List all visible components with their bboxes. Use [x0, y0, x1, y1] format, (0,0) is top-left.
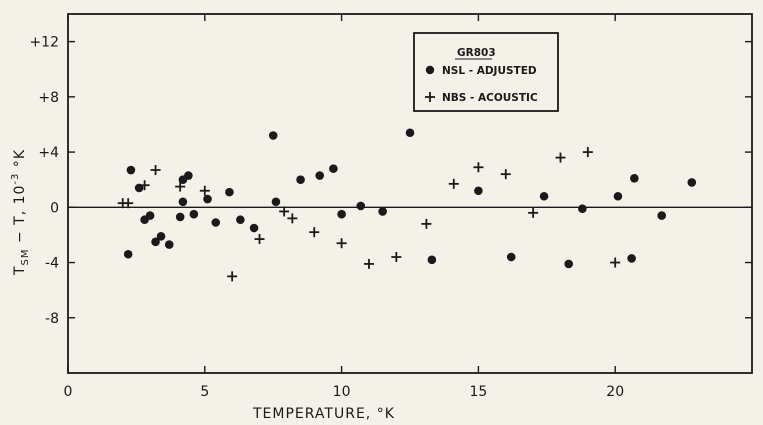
nbs-acoustic-point [528, 207, 539, 218]
nbs-acoustic-point [287, 213, 298, 224]
nsl-adjusted-point [427, 255, 437, 265]
nsl-adjusted-point [378, 207, 387, 216]
legend-entry-nbs: NBS - ACOUSTIC [442, 92, 538, 104]
svg-text:TSM − T, 10-3 °K: TSM − T, 10-3 °K [10, 149, 31, 276]
nsl-adjusted-point [271, 197, 281, 207]
nsl-adjusted-point [184, 171, 193, 180]
y-axis-ticks: +12 +8 +4 0 -4 -8 [29, 35, 752, 327]
nbs-acoustic-point [363, 258, 374, 269]
nbs-acoustic-point [421, 218, 432, 229]
nsl-adjusted-point [203, 194, 212, 204]
legend-circle-marker [425, 65, 435, 75]
x-tick-label: 5 [200, 384, 209, 400]
y-axis-title-unit: °K [12, 149, 28, 173]
nsl-adjusted-point [178, 197, 188, 207]
nsl-adjusted-point [539, 191, 549, 201]
nbs-acoustic-point [175, 181, 186, 192]
nsl-adjusted-point [630, 174, 639, 183]
legend-entry-nsl: NSL - ADJUSTED [442, 65, 537, 77]
nsl-adjusted-point [356, 201, 366, 211]
nbs-acoustic-point [279, 206, 290, 217]
nsl-adjusted-point [613, 191, 623, 201]
nbs-acoustic-point [555, 152, 566, 163]
nbs-acoustic-point [473, 162, 484, 173]
nbs-acoustic-point [227, 271, 238, 282]
nbs-acoustic-point [254, 234, 265, 245]
nbs-acoustic-point [500, 169, 511, 180]
x-axis-ticks: 0 5 10 15 20 [64, 14, 624, 400]
nsl-adjusted-point [337, 209, 346, 219]
nsl-adjusted-point [211, 218, 221, 227]
nbs-acoustic-point [391, 252, 402, 263]
x-tick-label: 20 [606, 384, 624, 400]
nsl-adjusted-point [329, 164, 338, 173]
y-tick-label: -8 [45, 311, 59, 327]
legend-title: GR803 [457, 47, 496, 59]
nsl-adjusted-point [687, 178, 697, 187]
legend: GR803 NSL - ADJUSTED NBS - ACOUSTIC [413, 32, 559, 112]
nbs-acoustic-point [139, 180, 150, 191]
nbs-acoustic-point [610, 257, 621, 268]
y-tick-label: 0 [50, 200, 59, 216]
nsl-adjusted-point [268, 131, 278, 140]
nsl-adjusted-point [225, 187, 234, 197]
nbs-acoustic-point [199, 185, 210, 196]
nbs-acoustic-point [123, 198, 134, 209]
nsl-adjusted-point [506, 252, 516, 262]
nbs-acoustic-point [448, 178, 459, 189]
nsl-adjusted-point [474, 186, 483, 196]
y-tick-label: +12 [29, 35, 59, 51]
nsl-adjusted-point [164, 240, 174, 249]
nsl-adjusted-point [296, 175, 305, 184]
plot-frame [67, 13, 753, 374]
nsl-adjusted-point [657, 211, 667, 220]
y-axis-title-rest: − T, 10 [12, 185, 28, 249]
x-tick-label: 15 [469, 384, 487, 400]
y-tick-label: +8 [38, 90, 59, 106]
nsl-adjusted-point [126, 165, 136, 175]
nsl-adjusted-point [578, 204, 587, 213]
nsl-adjusted-point [627, 254, 636, 263]
y-tick-label: -4 [45, 256, 59, 272]
x-tick-label: 0 [64, 384, 73, 400]
y-axis-title: TSM − T, 10-3 °K [10, 149, 31, 276]
y-axis-title-sub: SM [20, 248, 31, 265]
nbs-acoustic-point [336, 238, 347, 249]
legend-box [413, 32, 559, 112]
nbs-acoustic-point [309, 227, 320, 238]
nsl-adjusted-point [123, 249, 133, 259]
nsl-adjusted-point [189, 209, 199, 219]
x-tick-label: 10 [333, 384, 351, 400]
y-axis-title-exp: -3 [10, 173, 21, 185]
nsl-adjusted-point [156, 232, 166, 241]
plot-border [67, 13, 753, 374]
nsl-adjusted-point [151, 237, 160, 247]
nsl-adjusted-point [175, 212, 185, 222]
y-axis-title-t: T [12, 265, 28, 276]
nsl-adjusted-point [405, 128, 415, 138]
nsl-adjusted-point [315, 171, 325, 180]
data-points [117, 128, 697, 282]
nbs-acoustic-point [582, 147, 593, 158]
nsl-adjusted-point [145, 211, 155, 220]
nsl-adjusted-point [249, 223, 259, 233]
nbs-acoustic-point [150, 165, 161, 176]
nsl-adjusted-point [236, 215, 245, 225]
legend-plus-marker [425, 92, 435, 102]
x-axis-title: TEMPERATURE, °K [252, 406, 395, 422]
nsl-adjusted-point [564, 259, 573, 269]
y-tick-label: +4 [38, 145, 59, 161]
